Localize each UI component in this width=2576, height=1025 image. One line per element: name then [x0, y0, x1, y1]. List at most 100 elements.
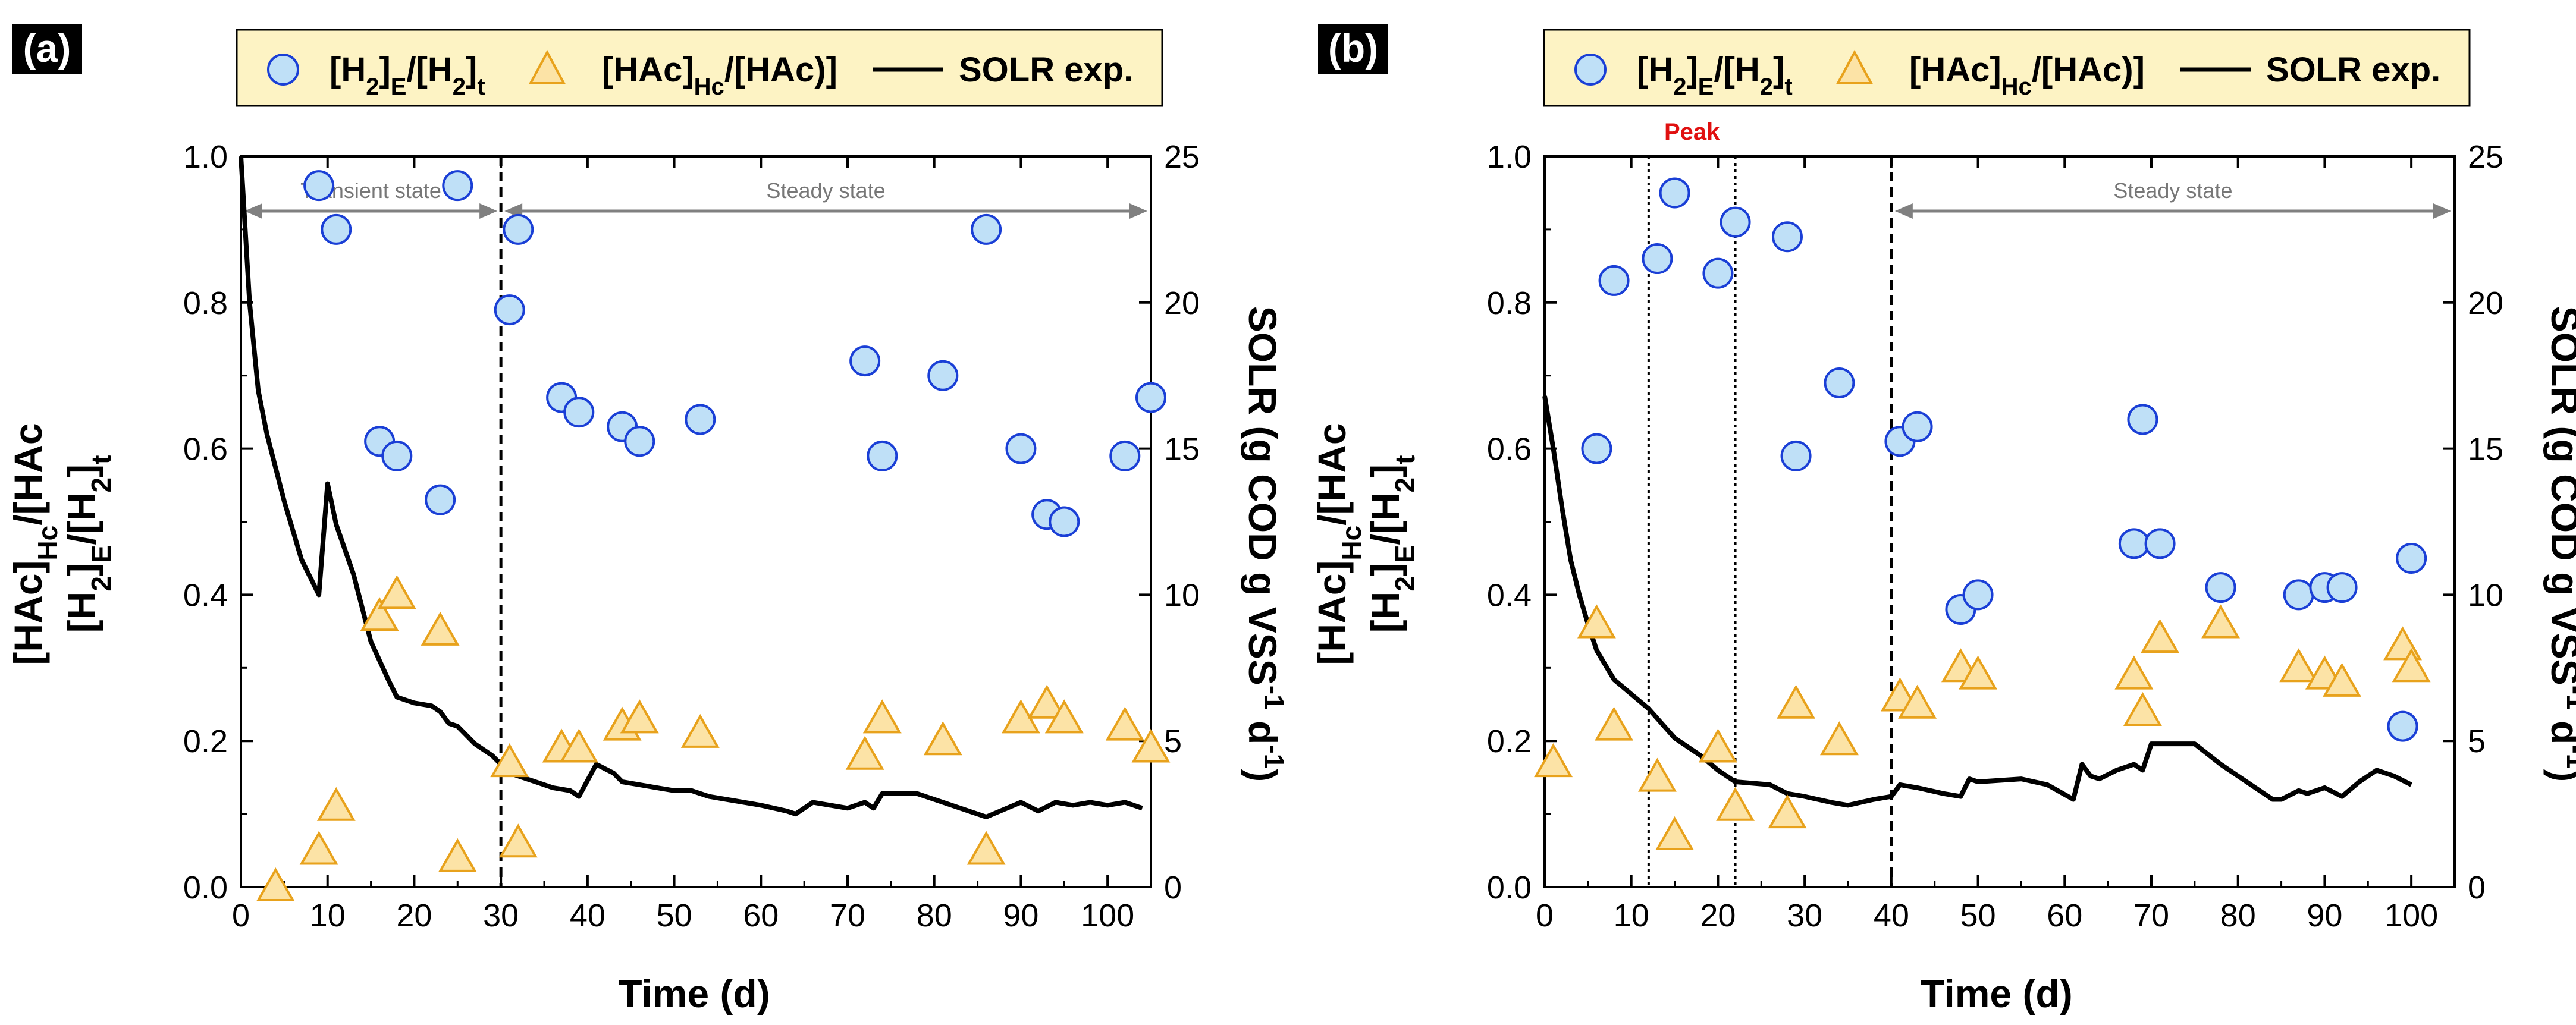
hac-ratio-point — [1655, 816, 1695, 850]
h2-ratio-point — [1720, 206, 1751, 238]
y-tick-label: 0.2 — [1487, 724, 1532, 759]
y-tick-label: 1.0 — [1487, 139, 1532, 175]
legend-a-hac-label: [HAc]Hc/[HAc)] — [602, 51, 837, 100]
h2-ratio-point — [2283, 579, 2314, 611]
h2-ratio-point — [1962, 579, 1994, 611]
panel-label-a-text: (a) — [23, 26, 71, 70]
h2-ratio-point — [442, 170, 473, 202]
y2-tick-label: 5 — [2468, 724, 2486, 759]
legend-b: [H2]E/[H2]t [HAc]Hc/[HAc)] SOLR exp. — [1543, 29, 2471, 107]
legend-b-triangle-marker — [1835, 49, 1874, 84]
x-axis-title-a: Time (d) — [618, 971, 770, 1015]
hac-ratio-point — [498, 823, 538, 858]
steady-arrow-label: Steady state — [2113, 178, 2232, 203]
h2-ratio-point — [1005, 433, 1037, 464]
y2-tick-label: 10 — [2468, 577, 2503, 613]
h2-ratio-point — [927, 360, 959, 391]
x-tick-label: 70 — [830, 898, 865, 933]
h2-ratio-point — [321, 213, 352, 245]
y-axis-title-right-b: SOLR (g COD g VSS-1 d-1) — [2543, 306, 2576, 782]
hac-ratio-point — [559, 728, 598, 763]
hac-ratio-point — [299, 831, 338, 865]
panel-label-a: (a) — [12, 24, 82, 74]
hac-ratio-point — [1044, 699, 1084, 734]
hac-ratio-point — [2141, 619, 2180, 653]
h2-ratio-point — [1702, 257, 1734, 289]
y2-tick-label: 25 — [2468, 139, 2503, 175]
x-tick-label: 80 — [2220, 898, 2256, 933]
hac-ratio-point — [1777, 684, 1816, 719]
hac-ratio-point — [1768, 794, 1807, 829]
h2-ratio-point — [1642, 243, 1673, 275]
y2-tick-label: 0 — [2468, 870, 2486, 905]
h2-ratio-point — [1824, 367, 1855, 398]
hac-ratio-point — [1595, 706, 1634, 741]
y-tick-label: 0.4 — [1487, 577, 1532, 613]
hac-ratio-point — [923, 721, 962, 756]
legend-b-solr-label: SOLR exp. — [2266, 51, 2440, 89]
steady-arrow-head-right — [1129, 203, 1147, 219]
x-tick-label: 40 — [570, 898, 605, 933]
y-axis-title-right-a: SOLR (g COD g VSS-1 d-1) — [1241, 306, 1289, 782]
h2-ratio-point — [494, 294, 525, 326]
hac-ratio-point — [1898, 684, 1937, 719]
x-tick-label: 60 — [2047, 898, 2082, 933]
hac-ratio-point — [360, 597, 399, 631]
hac-ratio-point — [1698, 728, 1737, 763]
hac-ratio-point — [1577, 604, 1616, 639]
legend-a-h2-label: [H2]E/[H2]t — [330, 51, 485, 100]
plot-frame — [240, 155, 1152, 888]
legend-a-triangle-marker — [528, 49, 566, 84]
h2-ratio-point — [2127, 404, 2158, 435]
y-tick-label: 0.0 — [183, 870, 228, 905]
x-tick-label: 20 — [1700, 898, 1736, 933]
y-tick-label: 0.6 — [183, 432, 228, 467]
y2-tick-label: 5 — [1164, 724, 1182, 759]
hac-ratio-point — [2279, 648, 2318, 683]
y-tick-label: 0.8 — [183, 285, 228, 321]
hac-ratio-point — [620, 699, 659, 734]
h2-ratio-point — [303, 170, 335, 202]
h2-ratio-point — [2118, 528, 2150, 559]
y-axis-title-left-b: [HAc]Hc/[HAc [H2]E/[H2]t — [1310, 423, 1420, 665]
y-tick-label: 0.8 — [1487, 285, 1532, 321]
h2-ratio-point — [1598, 265, 1630, 296]
h2-ratio-point — [1049, 506, 1080, 537]
h2-ratio-point — [425, 484, 456, 515]
hac-ratio-point — [2392, 648, 2431, 683]
x-tick-label: 20 — [396, 898, 432, 933]
legend-b-circle-marker — [1574, 54, 1607, 86]
hac-ratio-point — [1716, 787, 1755, 821]
hac-ratio-point — [256, 867, 295, 901]
x-tick-label: 90 — [2307, 898, 2342, 933]
y-axis-title-a-line1: [HAc]Hc/[HAc — [6, 423, 63, 665]
x-tick-label: 0 — [232, 898, 250, 933]
y-axis-title-left-a: [HAc]Hc/[HAc [H2]E/[H2]t — [6, 423, 117, 665]
y2-tick-label: 15 — [1164, 432, 1200, 467]
legend-a-solr-label: SOLR exp. — [959, 51, 1133, 89]
transient-arrow-head-left — [244, 203, 262, 219]
hac-ratio-point — [1819, 721, 1859, 756]
hac-ratio-point — [2201, 604, 2241, 639]
x-tick-label: 50 — [1960, 898, 1996, 933]
x-tick-label: 80 — [917, 898, 952, 933]
hac-ratio-point — [1105, 706, 1144, 741]
y2-tick-label: 10 — [1164, 577, 1200, 613]
y2-tick-label: 0 — [1164, 870, 1182, 905]
x-tick-label: 0 — [1536, 898, 1554, 933]
h2-ratio-point — [624, 426, 655, 457]
legend-a: [H2]E/[H2]t [HAc]Hc/[HAc)] SOLR exp. — [236, 29, 1163, 107]
transient-arrow-head-right — [479, 203, 498, 219]
legend-a-box — [236, 29, 1163, 107]
h2-ratio-point — [1902, 411, 1933, 442]
y2-tick-label: 20 — [1164, 285, 1200, 321]
legend-a-circle-marker — [267, 54, 299, 86]
y2-tick-label: 20 — [2468, 285, 2503, 321]
hac-ratio-point — [2323, 662, 2362, 697]
h2-ratio-point — [563, 397, 595, 428]
legend-b-h2-label: [H2]E/[H2]t — [1637, 51, 1793, 100]
hac-ratio-point — [967, 831, 1006, 865]
h2-ratio-point — [971, 213, 1002, 245]
legend-b-box — [1543, 29, 2471, 107]
steady-arrow-label: Steady state — [767, 178, 886, 203]
